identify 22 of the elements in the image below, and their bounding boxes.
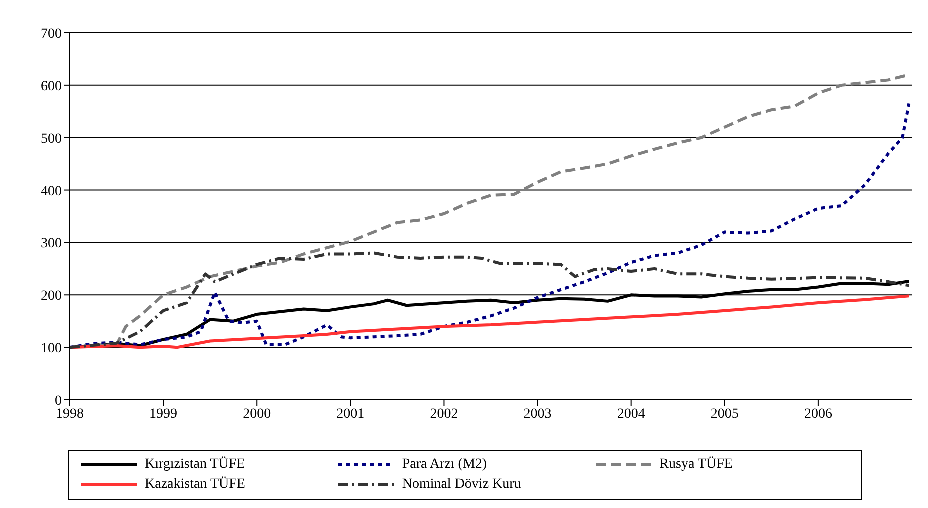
x-tick-label: 2005 — [710, 406, 739, 422]
legend-label: Kırgızistan TÜFE — [145, 457, 246, 473]
y-tick-label: 400 — [41, 184, 62, 200]
legend-label: Rusya TÜFE — [660, 457, 733, 473]
x-tick-label: 2003 — [524, 406, 552, 422]
x-tick-label: 2000 — [243, 406, 272, 422]
legend-label: Kazakistan TÜFE — [145, 477, 246, 493]
legend-label: Nominal Döviz Kuru — [402, 477, 522, 493]
y-tick-label: 0 — [55, 394, 62, 409]
y-tick-label: 100 — [41, 342, 62, 357]
x-tick-label: 2006 — [804, 406, 832, 422]
y-tick-label: 200 — [41, 289, 62, 304]
x-tick-label: 1998 — [56, 406, 84, 422]
y-tick-label: 300 — [41, 236, 62, 252]
y-tick-label: 600 — [41, 79, 62, 94]
x-tick-label: 1999 — [150, 406, 178, 422]
y-tick-label: 700 — [41, 26, 62, 42]
x-tick-label: 2002 — [430, 406, 458, 422]
x-tick-label: 2001 — [336, 406, 365, 422]
y-tick-label: 500 — [41, 132, 62, 147]
x-tick-label: 2004 — [617, 406, 646, 422]
legend-label: Para Arzı (M2) — [402, 457, 488, 473]
